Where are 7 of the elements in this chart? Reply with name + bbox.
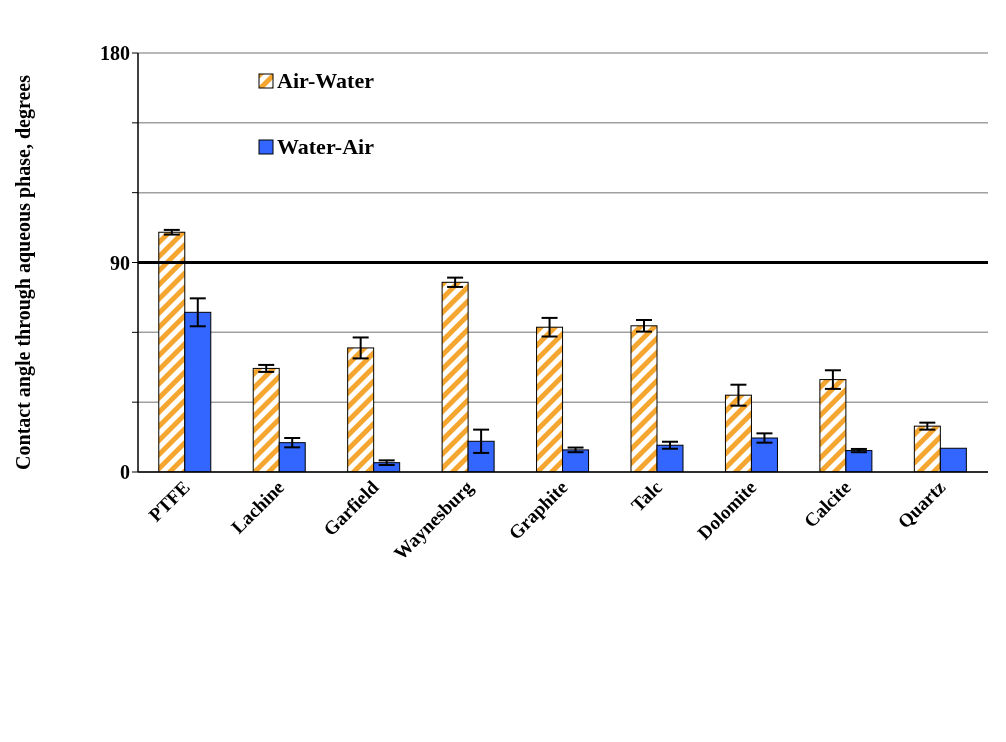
y-tick-label: 90	[110, 251, 130, 274]
legend-label: Air-Water	[277, 68, 374, 94]
x-tick-label: Talc	[626, 476, 666, 516]
y-axis-title: Contact angle through aqueous phase, degrees	[12, 74, 36, 470]
legend-label: Water-Air	[277, 134, 374, 160]
y-tick-label: 180	[100, 42, 130, 65]
y-tick-label: 0	[120, 461, 130, 484]
